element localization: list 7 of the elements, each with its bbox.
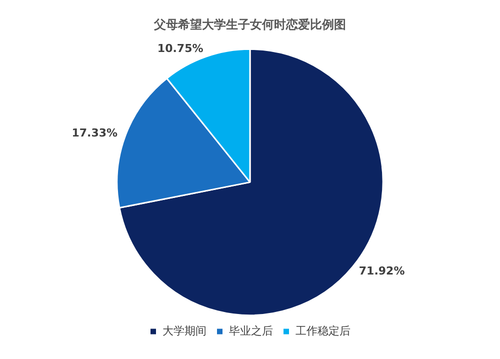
legend-label: 毕业之后 — [228, 324, 273, 338]
data-label: 17.33% — [72, 126, 118, 140]
data-label: 10.75% — [157, 42, 204, 55]
legend-label: 工作稳定后 — [295, 324, 350, 338]
chart-title: 父母希望大学生子女何时恋爱比例图 — [153, 17, 346, 32]
data-label: 71.92% — [358, 264, 405, 278]
legend-label: 大学期间 — [162, 324, 206, 338]
